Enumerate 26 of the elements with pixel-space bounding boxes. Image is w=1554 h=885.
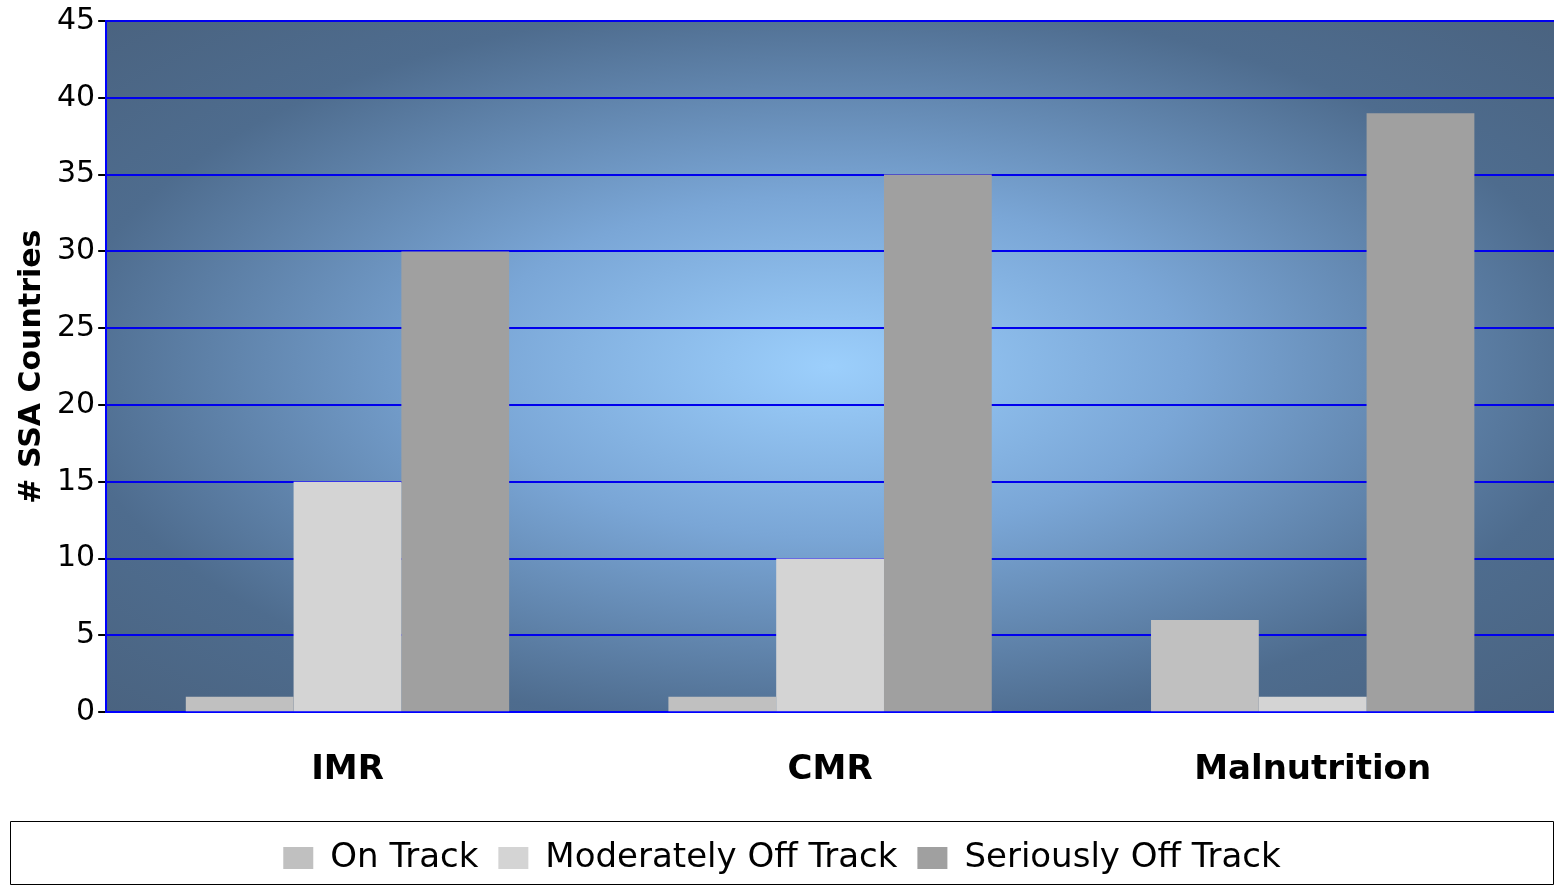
bar (185, 696, 294, 712)
y-tick-label: 30 (56, 231, 96, 267)
y-tick-label: 45 (56, 0, 96, 36)
y-axis-title: # SSA Countries (11, 229, 47, 504)
bar (1258, 696, 1367, 712)
bar (293, 481, 402, 712)
y-tick-label: 5 (76, 615, 96, 651)
x-tick-label: IMR (311, 747, 384, 788)
bar (401, 251, 510, 712)
y-tick-label: 20 (56, 384, 96, 420)
x-tick-label: Malnutrition (1194, 747, 1432, 788)
x-tick-label: CMR (787, 747, 873, 788)
bar (1151, 620, 1259, 712)
bar (1366, 113, 1475, 712)
bar (883, 174, 992, 712)
bar (668, 696, 777, 712)
y-tick-label: 35 (56, 154, 96, 190)
legend-label: Seriously Off Track (964, 834, 1282, 875)
bar (776, 558, 884, 712)
y-tick-label: 10 (56, 538, 96, 574)
y-tick-label: 40 (56, 77, 96, 113)
y-tick-label: 0 (76, 692, 96, 727)
legend-label: Moderately Off Track (545, 834, 898, 875)
legend-label: On Track (330, 834, 479, 875)
y-tick-label: 25 (56, 308, 96, 343)
y-tick-label: 15 (56, 461, 96, 497)
